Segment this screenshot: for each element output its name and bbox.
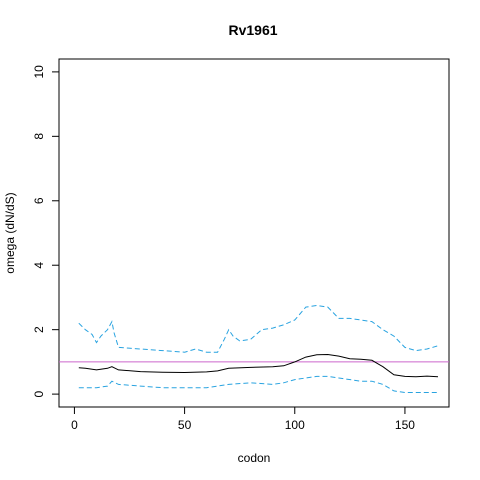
y-axis: 0 2 4 6 8 10	[32, 65, 60, 397]
y-tick-label: 2	[32, 326, 46, 333]
x-tick-label: 50	[178, 418, 192, 432]
plot-frame	[58, 58, 450, 408]
x-tick-label: 150	[395, 418, 415, 432]
x-tick-label: 100	[285, 418, 305, 432]
y-tick-label: 6	[32, 197, 46, 204]
y-axis-label: omega (dN/dS)	[3, 192, 17, 273]
y-tick-label: 8	[32, 133, 46, 140]
series-line-lower	[78, 375, 438, 393]
chart-title: Rv1961	[228, 22, 277, 38]
series-line-estimate	[78, 353, 439, 378]
series-line-upper	[78, 304, 439, 353]
y-tick-label: 4	[32, 262, 46, 269]
x-axis: 0 50 100 150	[71, 406, 415, 432]
y-tick-label: 0	[32, 390, 46, 397]
y-tick-label: 10	[32, 65, 46, 79]
x-axis-label: codon	[238, 451, 271, 465]
series-layer	[78, 304, 439, 393]
x-tick-label: 0	[71, 418, 78, 432]
